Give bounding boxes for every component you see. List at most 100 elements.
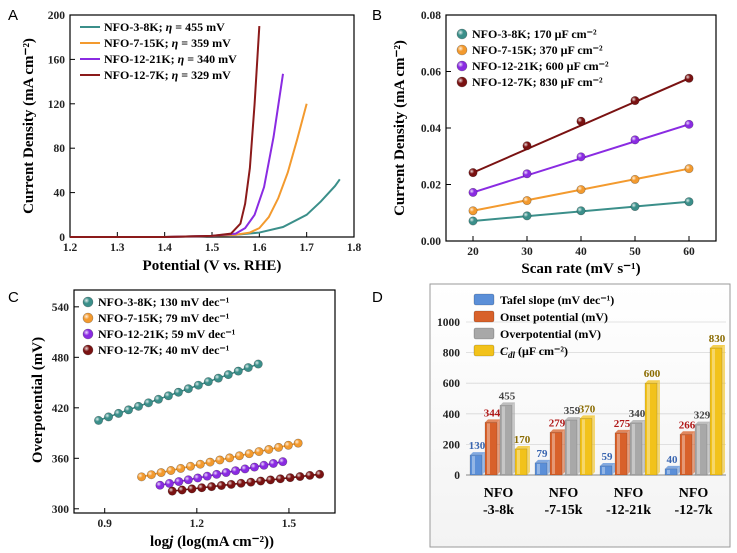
panel-c-point-1-1 [94, 415, 104, 425]
panel-b-xtick-label: 20 [467, 246, 479, 258]
panel-c-xtick-label: 1.5 [282, 518, 297, 530]
panel-d-bar-side-3-3 [642, 419, 645, 475]
panel-a-ytick-label: 80 [54, 143, 66, 155]
panel-a-ytick-label: 120 [48, 99, 66, 111]
panel-c-point-2-1 [137, 472, 147, 482]
panel-b-point-3-5 [684, 119, 694, 129]
panel-d-legend-swatch-2 [473, 310, 495, 323]
panel-b-point-4-3 [576, 116, 586, 126]
panel-b-ytick-label: 0.00 [421, 236, 441, 248]
panel-c-point-3-2 [164, 478, 174, 488]
panel-d-category-label-1-line2: -3-8k [483, 503, 514, 518]
panel-d-bar-3-4 [644, 382, 658, 476]
panel-c-xtick-label: 0.9 [98, 518, 113, 530]
panel-d-bar-top-2-2 [550, 429, 565, 433]
panel-d-bar-2-4 [579, 418, 593, 476]
panel-c-ytick-label: 540 [52, 302, 70, 314]
panel-c-point-3-11 [249, 462, 259, 472]
panel-b-legend-marker-3 [456, 60, 468, 72]
panel-c-point-2-8 [205, 457, 215, 467]
panel-b-point-3-2 [522, 169, 532, 179]
panel-d-bar-label-4-1: 40 [667, 454, 679, 466]
panel-b-xtick-label: 40 [575, 246, 587, 258]
panel-c-point-4-9 [246, 477, 256, 487]
panel-label-b: B [372, 7, 382, 24]
panel-c-point-2-16 [283, 440, 293, 450]
panel-d-bar-3-1 [599, 465, 613, 476]
panel-label-c: C [8, 289, 19, 306]
panel-d-bar-top-3-4 [645, 380, 660, 384]
panel-c-point-4-11 [266, 475, 276, 485]
panel-b-point-4-5 [684, 73, 694, 83]
panel-c-frame [73, 289, 336, 514]
panel-d-bar-label-1-2: 344 [484, 407, 501, 419]
panel-c-point-2-3 [156, 468, 166, 478]
panel-a-legend-entry-2: NFO-7-15K; η = 359 mV [104, 36, 231, 50]
panel-d-ytick-label: 800 [443, 348, 461, 360]
panel-d-bar-2-3 [564, 419, 578, 476]
panel-c-point-3-4 [183, 475, 193, 485]
panel-b-point-2-4 [630, 174, 640, 184]
panel-b-xtick-label: 30 [521, 246, 533, 258]
panel-c-point-3-14 [278, 457, 288, 467]
panel-d-bar-top-4-2 [680, 431, 695, 435]
panel-c-point-4-4 [197, 483, 207, 493]
panel-c-point-1-4 [124, 405, 134, 415]
panel-d-bar-label-2-1: 79 [537, 448, 549, 460]
panel-a-ytick-label: 200 [48, 10, 66, 22]
panel-c-point-4-1 [167, 486, 177, 496]
panel-b-legend-marker-2 [456, 44, 468, 56]
panel-c-point-1-11 [193, 380, 203, 390]
panel-d-bar-top-2-3 [565, 417, 580, 421]
panel-a-legend-entry-1: NFO-3-8K; η = 455 mV [104, 20, 225, 34]
panel-d-bar-label-4-2: 266 [679, 419, 696, 431]
panel-c-point-2-17 [293, 438, 303, 448]
panel-d-category-label-3-line1: NFO [614, 486, 644, 501]
panel-c-point-4-14 [295, 472, 305, 482]
panel-a-series-line-1 [70, 178, 341, 238]
panel-d-bar-label-3-1: 59 [602, 451, 614, 463]
panel-a-ytick-label: 40 [54, 188, 66, 200]
panel-d-bar-side-2-2 [562, 429, 565, 475]
panel-c-point-4-6 [216, 481, 226, 491]
panel-c-point-3-1 [155, 480, 165, 490]
panel-d-bar-side-2-1 [547, 459, 550, 475]
panel-d-bar-top-1-4 [515, 445, 530, 449]
panel-b-point-3-1 [468, 187, 478, 197]
panel-d-legend-swatch-1 [473, 293, 495, 306]
panel-d-bar-1-4 [514, 448, 528, 476]
panel-d-legend-swatch-4 [473, 344, 495, 357]
panel-c-point-1-12 [203, 377, 213, 387]
panel-b-ylabel: Current Density (mA cm⁻²) [392, 40, 408, 216]
panel-b-point-1-3 [576, 206, 586, 216]
panel-b-legend-marker-1 [456, 28, 468, 40]
panel-b-point-3-3 [576, 152, 586, 162]
panel-d-bar-side-3-4 [657, 380, 660, 475]
panel-c-ytick-label: 480 [52, 352, 70, 364]
panel-b-ytick-label: 0.02 [421, 180, 441, 192]
panel-d-ytick-label: 200 [443, 439, 461, 451]
panel-d-legend-entry-2: Onset potential (mV) [500, 310, 608, 324]
panel-d-legend-entry-3: Overpotential (mV) [500, 327, 601, 341]
panel-c-xlabel: logj (log(mA cm⁻²)) [150, 534, 274, 550]
panel-a-series-line-4 [70, 26, 261, 238]
panel-d-bar-top-4-1 [665, 465, 680, 469]
panel-d-bar-label-3-2: 275 [614, 418, 631, 430]
panel-d-bar-label-2-2: 279 [549, 417, 566, 429]
panel-c-point-4-2 [177, 485, 187, 495]
panel-c-legend-entry-1: NFO-3-8K; 130 mV dec⁻¹ [98, 295, 230, 309]
panel-c-point-1-16 [243, 363, 253, 373]
panel-a-xtick-label: 1.5 [205, 242, 220, 254]
panel-c-point-2-2 [146, 470, 156, 480]
panel-d-bar-4-3 [694, 424, 708, 476]
panel-d-ytick-label: 1000 [437, 317, 460, 329]
panel-a-ytick-label: 0 [59, 232, 65, 244]
panel-d-bar-label-4-3: 329 [694, 410, 711, 422]
panel-d-bar-3-3 [629, 422, 643, 476]
panel-a-xtick-label: 1.2 [63, 242, 78, 254]
panel-a-xtick-label: 1.6 [252, 242, 267, 254]
panel-b-point-2-2 [522, 196, 532, 206]
panel-d-frame [429, 283, 731, 548]
panel-c-point-1-9 [173, 387, 183, 397]
panel-c-point-2-4 [166, 466, 176, 476]
